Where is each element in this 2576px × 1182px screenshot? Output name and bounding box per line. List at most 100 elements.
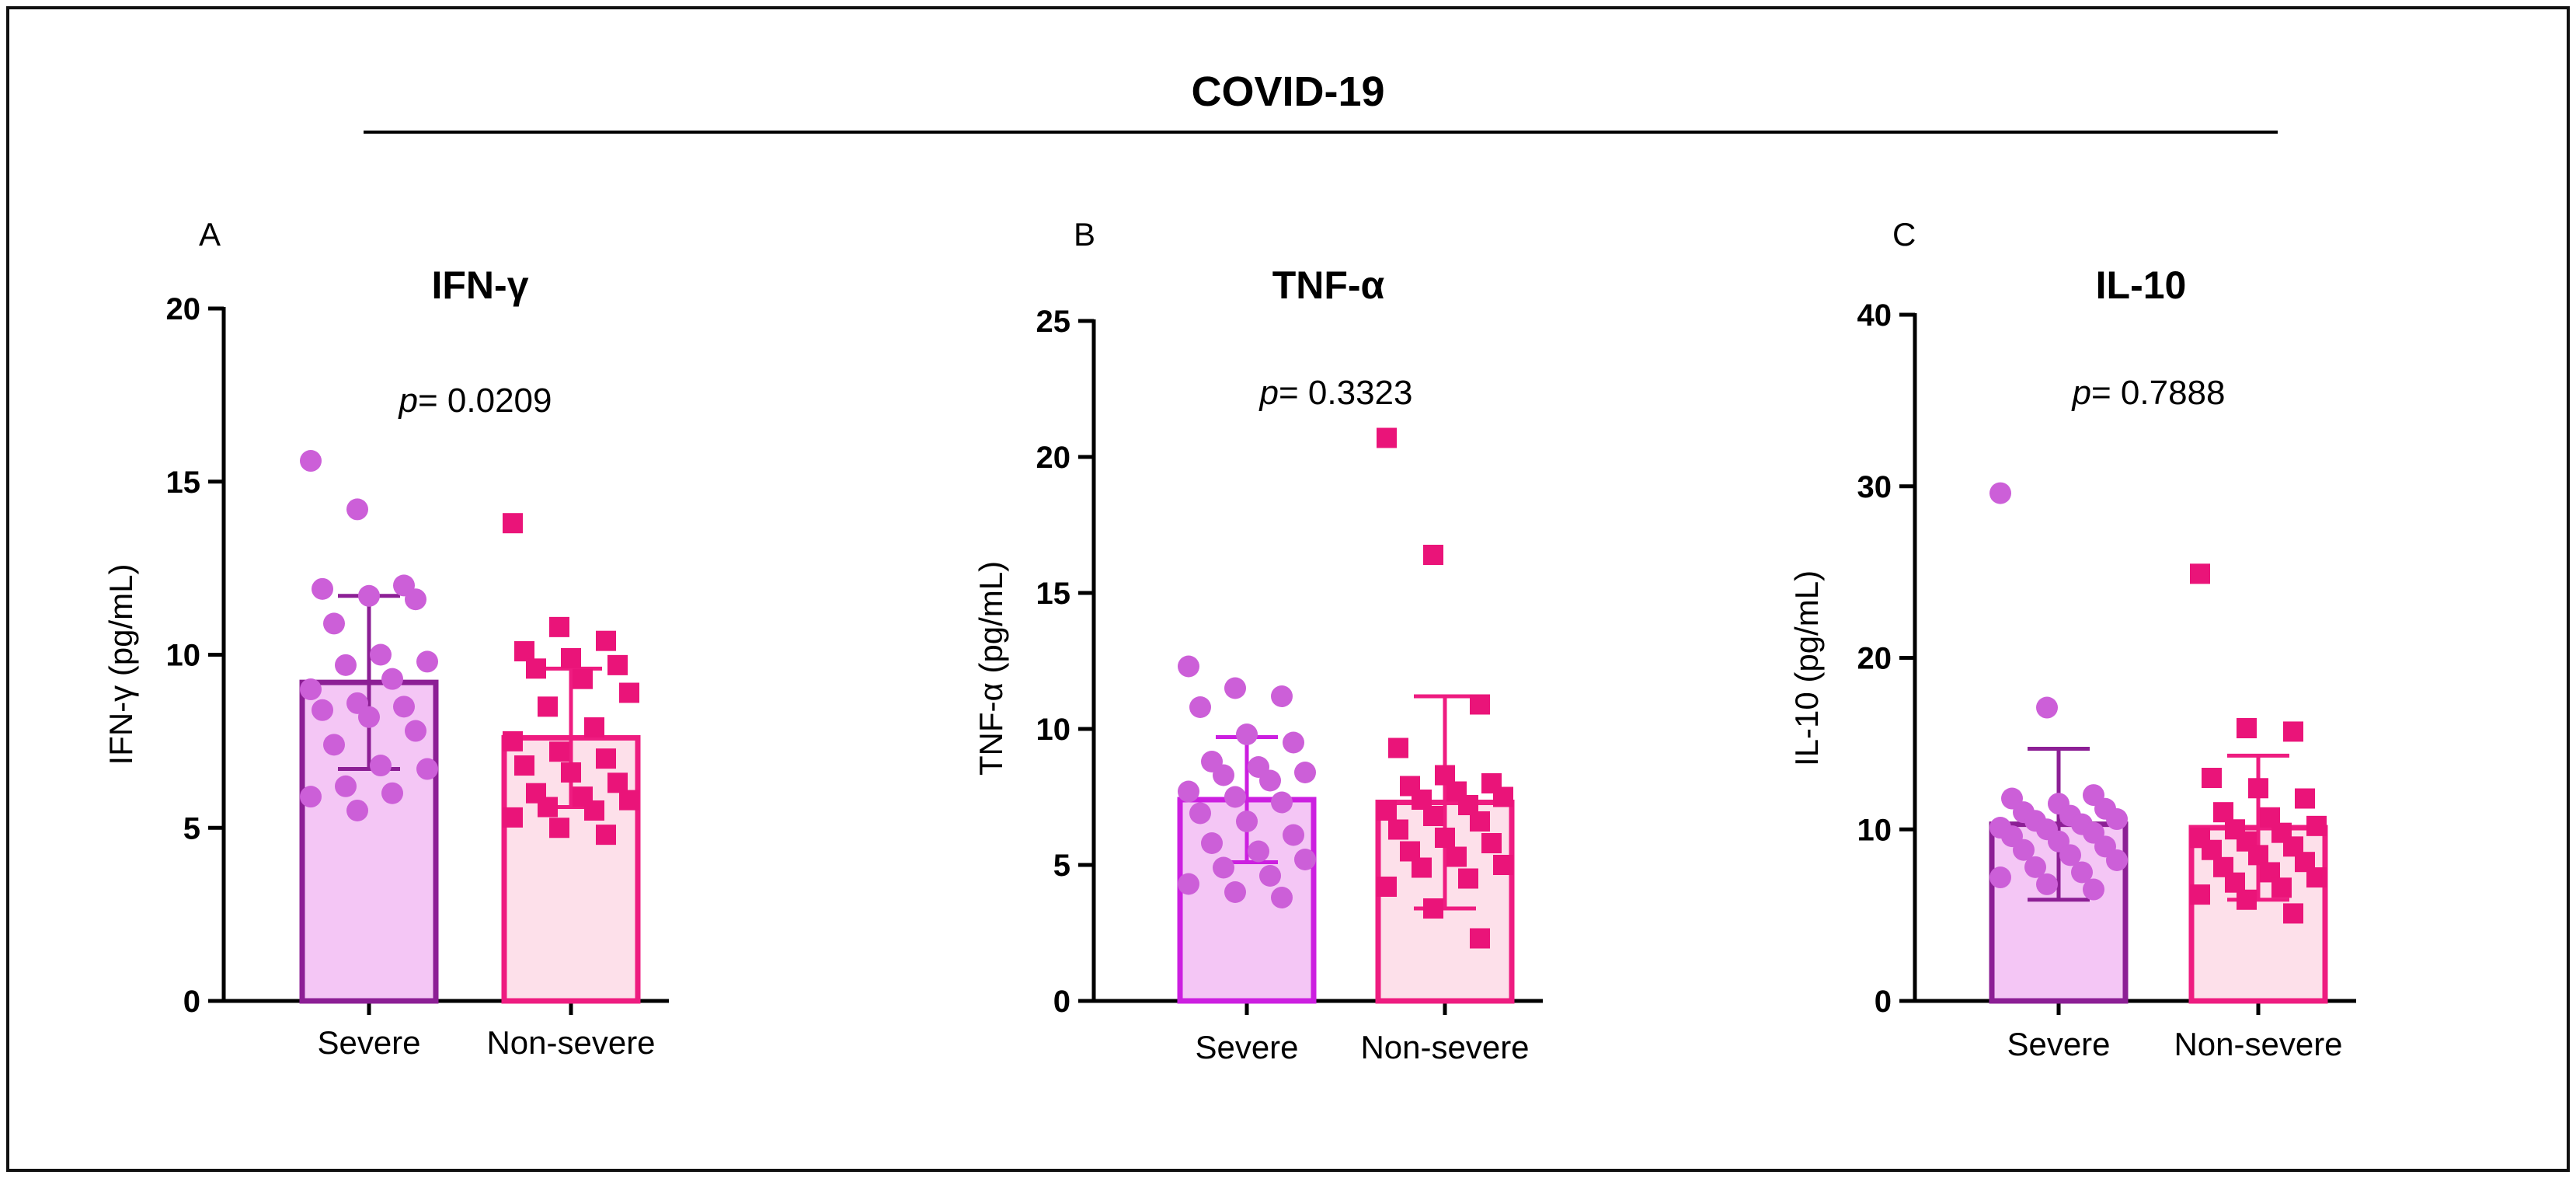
data-point-non-severe xyxy=(561,762,581,783)
data-point-severe xyxy=(1271,791,1293,814)
data-point-severe xyxy=(1283,824,1304,846)
data-points xyxy=(1989,482,2327,924)
data-point-non-severe xyxy=(526,658,546,679)
data-point-severe xyxy=(1271,887,1293,908)
y-tick-label: 20 xyxy=(1857,642,1892,676)
data-point-non-severe xyxy=(2295,788,2315,809)
category-label-non-severe: Non-severe xyxy=(2174,1026,2342,1062)
y-tick-label: 15 xyxy=(1036,577,1071,611)
data-point-severe xyxy=(405,720,426,742)
data-point-non-severe xyxy=(514,641,534,662)
panel-label: B xyxy=(1074,216,1095,253)
y-tick-label: 0 xyxy=(183,985,200,1019)
data-point-severe xyxy=(405,588,426,611)
y-tick-label: 10 xyxy=(1857,813,1892,847)
y-tick-labels: 0 5 10 15 20 xyxy=(166,292,201,1019)
data-point-non-severe xyxy=(1493,786,1513,807)
data-point-severe xyxy=(1224,786,1246,808)
data-point-severe xyxy=(300,678,322,701)
error-bars xyxy=(338,594,602,810)
data-point-severe xyxy=(1224,881,1246,903)
data-point-non-severe xyxy=(1388,819,1408,840)
p-value-annotation: p= 0.0209 xyxy=(398,382,552,420)
data-point-severe xyxy=(1178,655,1199,678)
y-tick-label: 5 xyxy=(183,811,200,846)
data-point-severe xyxy=(1989,482,2011,504)
data-point-severe xyxy=(2106,808,2128,831)
data-point-non-severe xyxy=(2190,563,2210,584)
data-point-severe xyxy=(335,654,357,676)
data-point-severe xyxy=(2059,844,2081,866)
data-point-severe xyxy=(346,498,368,521)
data-point-severe xyxy=(1178,780,1199,803)
data-point-severe xyxy=(416,758,438,780)
data-point-severe xyxy=(2013,839,2035,861)
data-point-non-severe xyxy=(2306,815,2327,836)
data-point-severe xyxy=(1236,811,1258,832)
p-value-text: = 0.3323 xyxy=(1279,374,1413,412)
data-point-non-severe xyxy=(1458,868,1478,889)
data-point-non-severe xyxy=(1423,545,1443,565)
category-labels: Severe Non-severe xyxy=(1195,1029,1529,1065)
data-point-non-severe xyxy=(514,755,534,776)
data-point-severe xyxy=(2024,856,2046,878)
data-point-non-severe xyxy=(2248,845,2268,866)
data-point-severe xyxy=(1271,685,1293,707)
y-tick-label: 20 xyxy=(1036,441,1071,475)
data-point-severe xyxy=(1201,832,1223,854)
category-label-non-severe: Non-severe xyxy=(1360,1029,1529,1065)
data-point-non-severe xyxy=(1470,811,1490,832)
data-point-non-severe xyxy=(538,797,558,818)
data-point-severe xyxy=(1178,873,1199,895)
data-point-severe xyxy=(312,699,333,721)
p-symbol: p xyxy=(1258,374,1279,412)
data-point-severe xyxy=(1189,696,1211,718)
panel-il-10: C IL-10 IL-10 (pg/mL) p= 0.7888 0 10 20 30 4… xyxy=(1788,216,2356,1062)
category-labels: Severe Non-severe xyxy=(2007,1026,2342,1062)
chart-title: IL-10 xyxy=(2096,263,2187,307)
data-point-severe xyxy=(1224,677,1246,699)
p-symbol: p xyxy=(2071,374,2091,412)
data-point-severe xyxy=(2071,861,2093,884)
chart-title: TNF-α xyxy=(1272,263,1385,307)
data-point-severe xyxy=(2083,878,2104,901)
data-point-non-severe xyxy=(584,800,604,821)
data-point-non-severe xyxy=(596,825,616,846)
data-point-severe xyxy=(1294,762,1316,783)
data-point-severe xyxy=(358,706,380,728)
y-tick-label: 40 xyxy=(1857,298,1892,333)
y-tick-labels: 0 5 10 15 20 25 xyxy=(1036,305,1071,1019)
category-label-non-severe: Non-severe xyxy=(486,1024,655,1061)
category-label-severe: Severe xyxy=(1195,1029,1298,1065)
data-point-severe xyxy=(346,799,368,821)
data-points xyxy=(300,450,639,846)
data-point-non-severe xyxy=(2283,721,2303,742)
data-point-severe xyxy=(2106,849,2128,871)
data-point-severe xyxy=(300,450,322,472)
data-point-non-severe xyxy=(1470,928,1490,949)
y-tick-label: 0 xyxy=(1053,985,1070,1019)
data-point-non-severe xyxy=(2306,867,2327,888)
data-point-severe xyxy=(2036,696,2058,719)
data-point-severe xyxy=(1248,840,1269,863)
data-point-non-severe xyxy=(2213,802,2233,823)
data-point-non-severe xyxy=(1377,427,1397,448)
category-label-severe: Severe xyxy=(2007,1026,2110,1062)
figure-title: COVID-19 xyxy=(1191,68,1384,115)
data-point-non-severe xyxy=(1446,846,1467,867)
y-tick-label: 5 xyxy=(1053,849,1070,883)
y-tick-label: 20 xyxy=(166,292,201,326)
data-point-severe xyxy=(1213,764,1234,786)
y-axis-label: TNF-α (pg/mL) xyxy=(973,561,1009,776)
data-point-severe xyxy=(416,650,438,673)
panel-label: C xyxy=(1892,216,1916,253)
data-point-severe xyxy=(1189,802,1211,825)
data-point-severe xyxy=(358,584,380,607)
data-point-non-severe xyxy=(2190,884,2210,905)
data-point-non-severe xyxy=(1412,857,1432,878)
data-point-non-severe xyxy=(596,630,616,651)
data-point-non-severe xyxy=(2237,889,2257,910)
data-point-severe xyxy=(1989,866,2011,889)
